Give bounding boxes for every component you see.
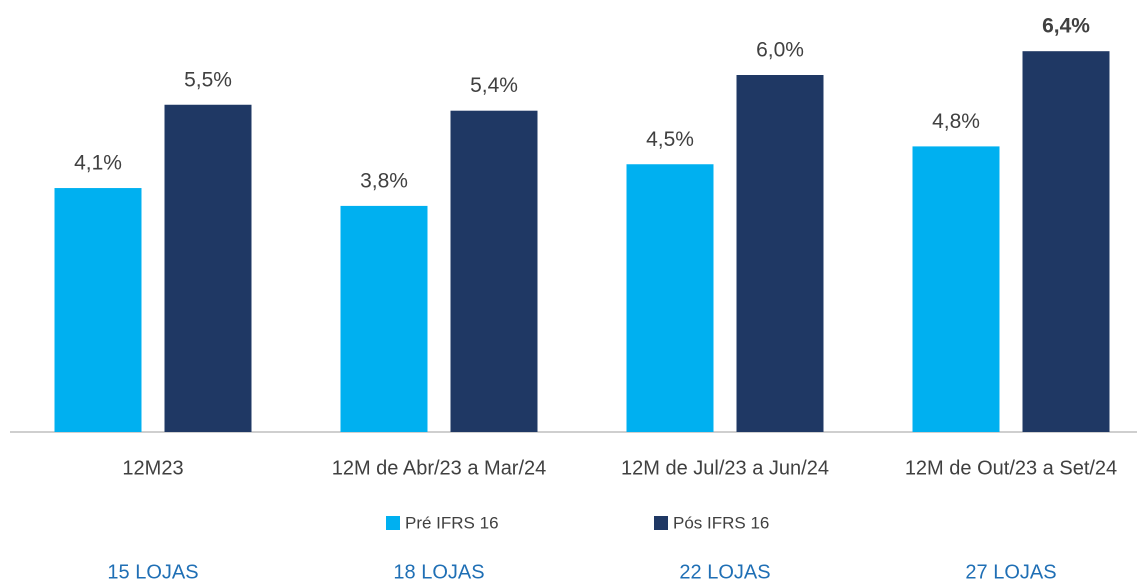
value-label: 4,5% bbox=[646, 128, 694, 151]
bar bbox=[912, 146, 1000, 432]
value-label: 4,1% bbox=[74, 152, 122, 175]
bar bbox=[164, 104, 252, 432]
annotation: 15 LOJAS bbox=[107, 561, 198, 583]
value-label: 3,8% bbox=[360, 169, 408, 192]
bar bbox=[626, 164, 714, 432]
legend-swatch bbox=[654, 516, 668, 530]
legend-label: Pré IFRS 16 bbox=[405, 513, 499, 532]
annotation: 18 LOJAS bbox=[393, 561, 484, 583]
annotation: 22 LOJAS bbox=[679, 561, 770, 583]
x-tick-label: 12M de Out/23 a Set/24 bbox=[905, 457, 1117, 479]
bar bbox=[340, 205, 428, 432]
annotation: 27 LOJAS bbox=[965, 561, 1056, 583]
bar bbox=[1022, 51, 1110, 432]
value-label: 5,5% bbox=[184, 68, 232, 91]
bar bbox=[54, 188, 142, 432]
value-label: 4,8% bbox=[932, 110, 980, 133]
x-tick-label: 12M de Abr/23 a Mar/24 bbox=[332, 457, 547, 479]
value-label: 6,0% bbox=[756, 39, 804, 62]
bar bbox=[736, 75, 824, 432]
x-tick-label: 12M de Jul/23 a Jun/24 bbox=[621, 457, 829, 479]
value-label: 6,4% bbox=[1042, 15, 1090, 38]
legend-swatch bbox=[386, 516, 400, 530]
x-tick-label: 12M23 bbox=[122, 457, 183, 479]
value-label: 5,4% bbox=[470, 74, 518, 97]
legend-label: Pós IFRS 16 bbox=[673, 513, 769, 532]
bar bbox=[450, 110, 538, 432]
